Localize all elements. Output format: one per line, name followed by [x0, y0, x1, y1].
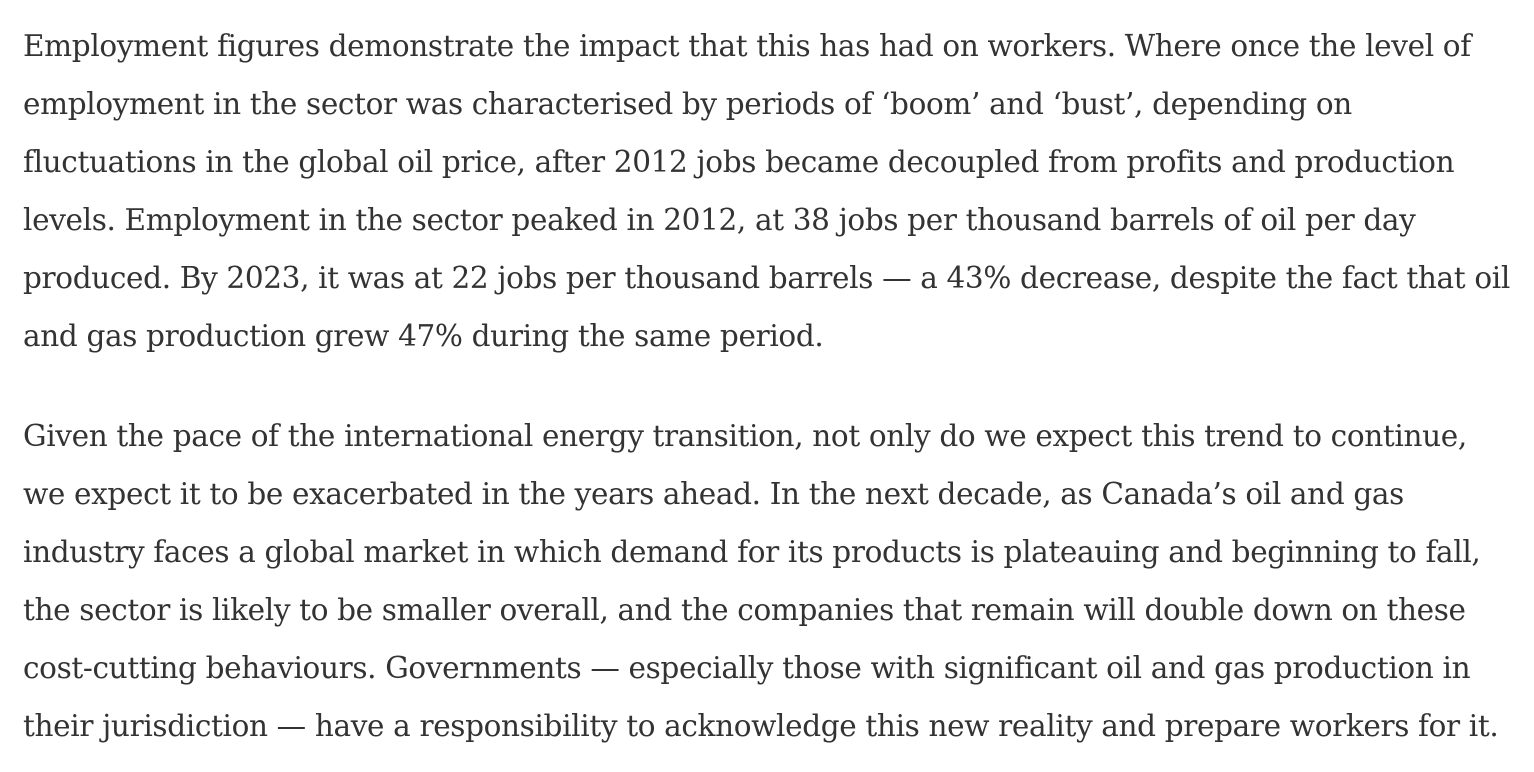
paragraph-employment-figures: Employment figures demonstrate the impac…: [23, 17, 1523, 365]
text-line: industry faces a global market in which …: [23, 535, 1481, 569]
article-body: Employment figures demonstrate the impac…: [23, 17, 1523, 755]
text-line: fluctuations in the global oil price, af…: [23, 145, 1455, 179]
text-line: Employment figures demonstrate the impac…: [23, 29, 1471, 63]
text-line: their jurisdiction — have a responsibili…: [23, 709, 1499, 743]
text-line: the sector is likely to be smaller overa…: [23, 593, 1466, 627]
text-line: and gas production grew 47% during the s…: [23, 319, 824, 353]
text-line: produced. By 2023, it was at 22 jobs per…: [23, 261, 1510, 295]
text-line: cost-cutting behaviours. Governments — e…: [23, 651, 1471, 685]
text-line: we expect it to be exacerbated in the ye…: [23, 477, 1404, 511]
paragraph-energy-transition: Given the pace of the international ener…: [23, 407, 1523, 755]
text-line: levels. Employment in the sector peaked …: [23, 203, 1416, 237]
text-line: employment in the sector was characteris…: [23, 87, 1352, 121]
text-line: Given the pace of the international ener…: [23, 419, 1467, 453]
